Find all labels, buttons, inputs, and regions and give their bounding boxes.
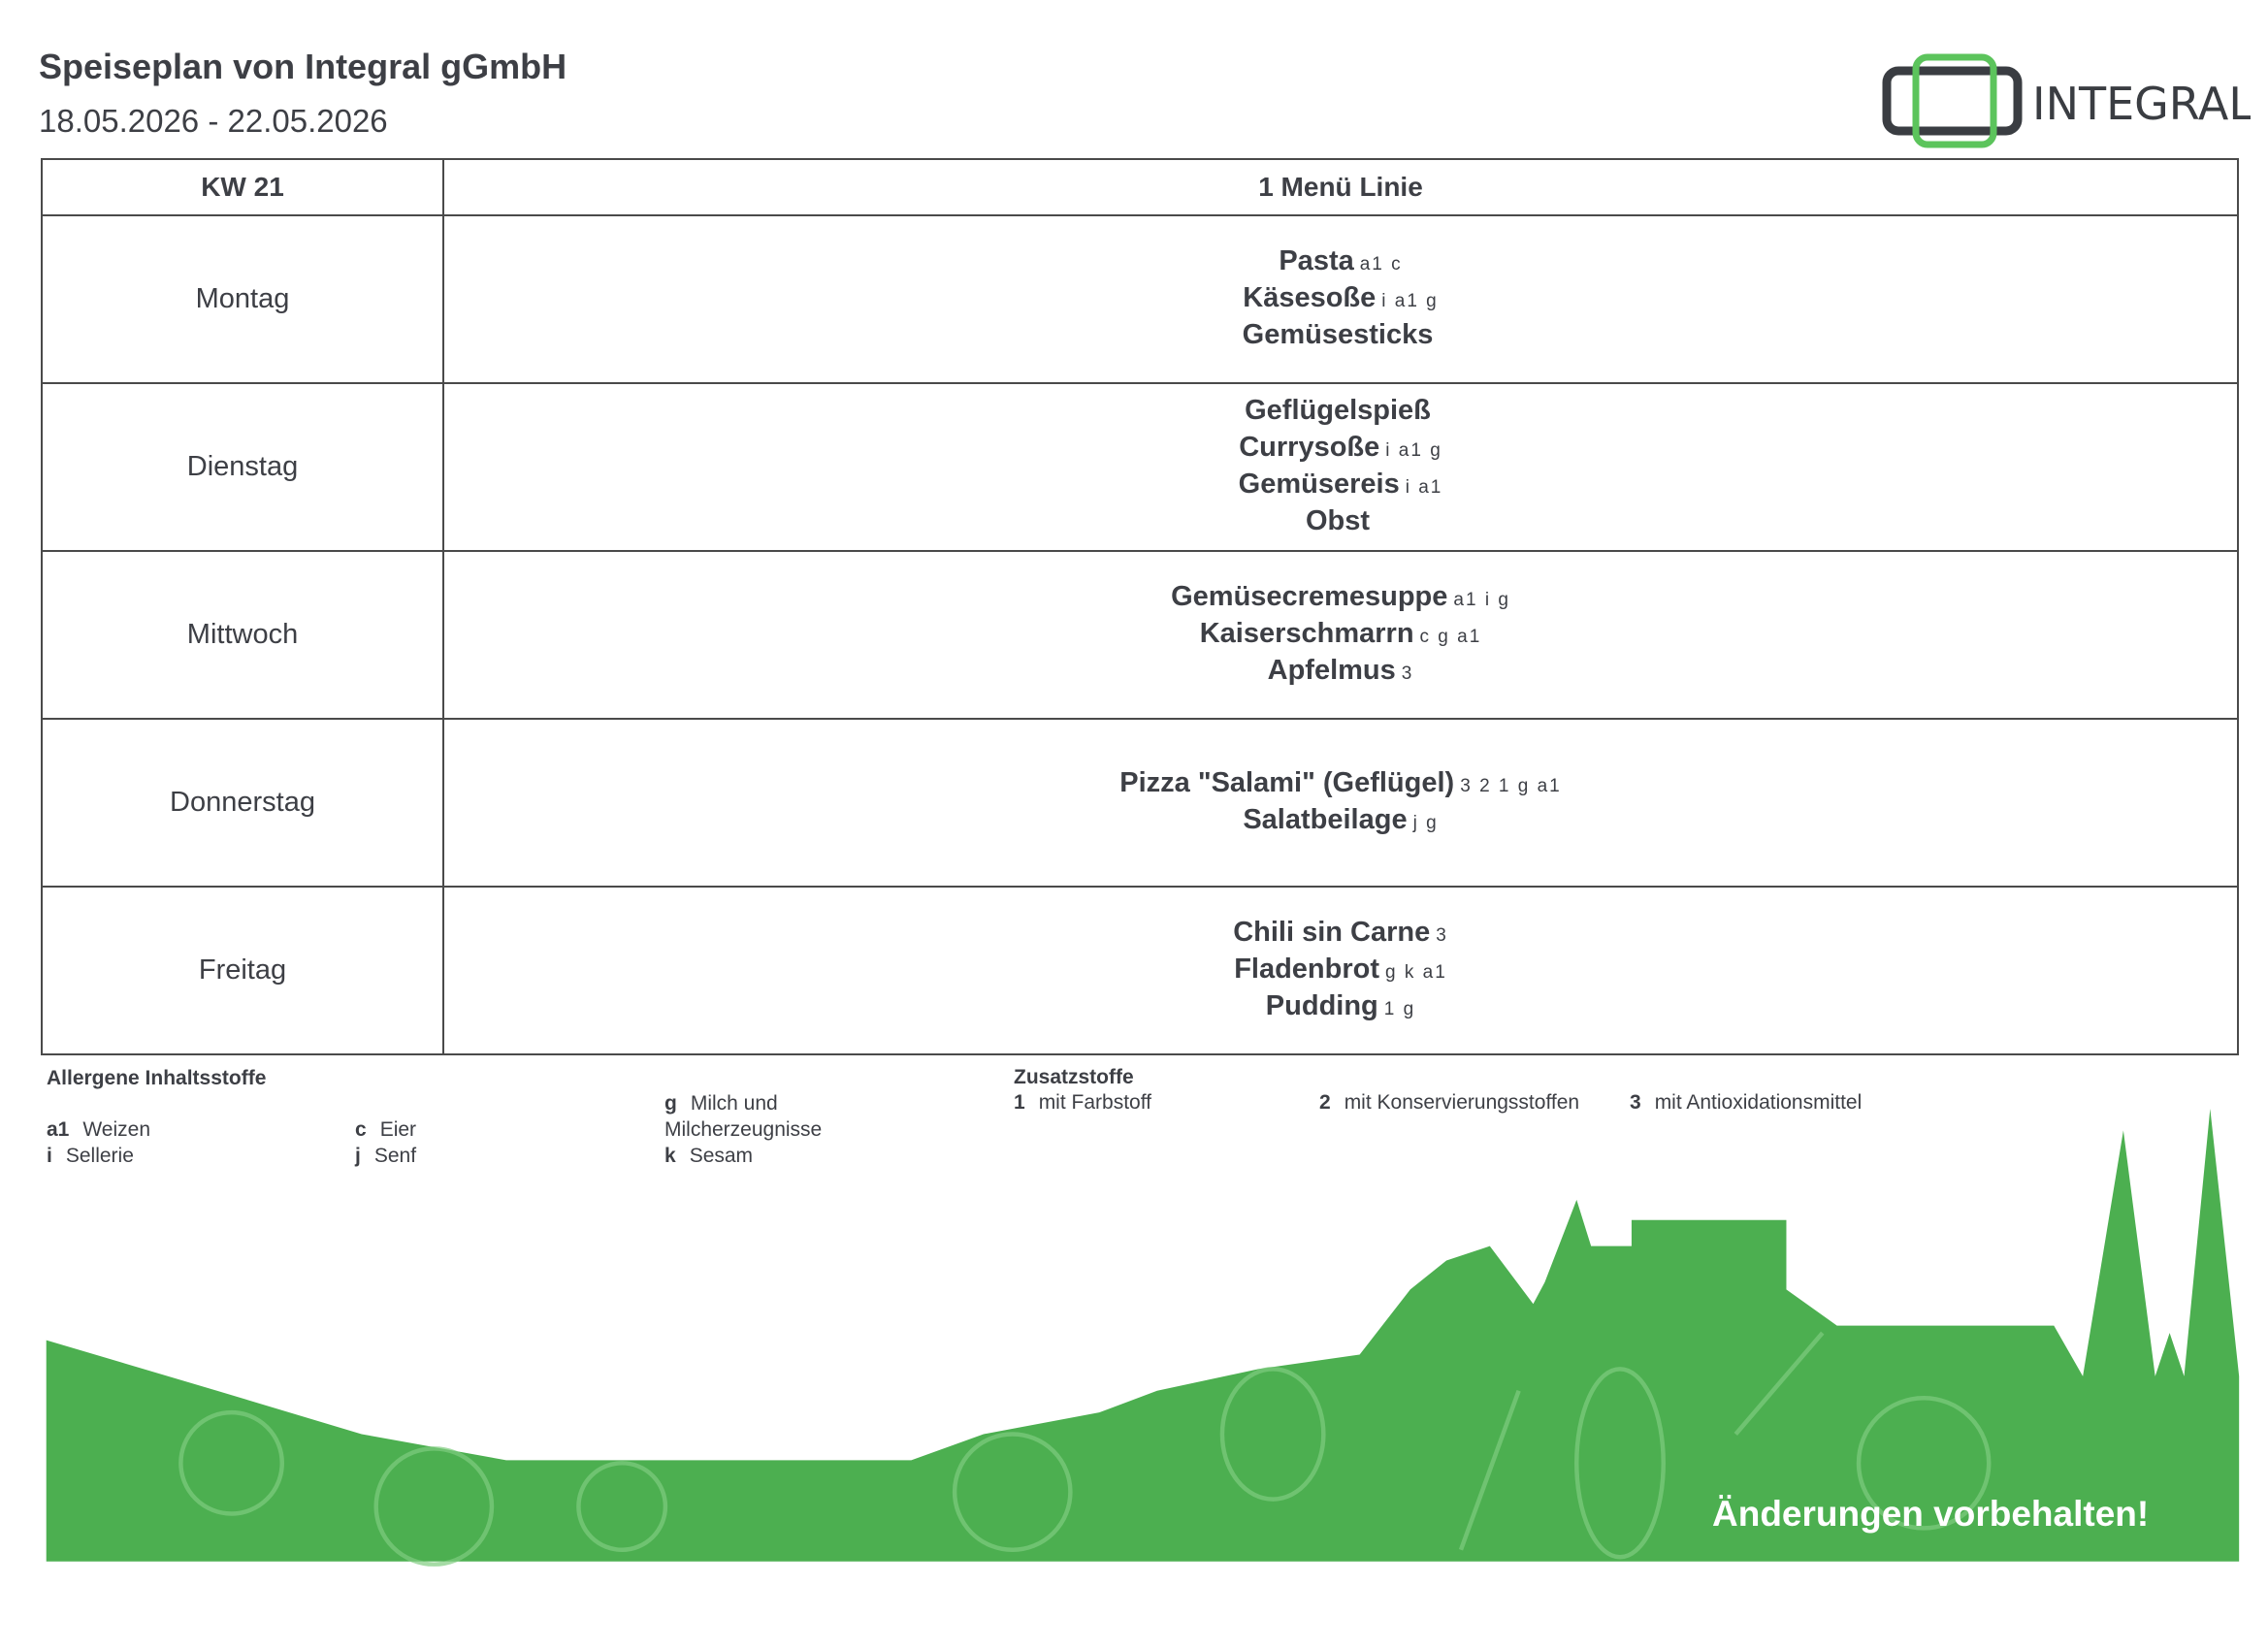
dish-name: Käsesoße [1243, 281, 1377, 313]
table-row: Donnerstag Pizza "Salami" (Geflügel) 3 2 1… [41, 718, 2239, 888]
dish-name: Obst [1305, 504, 1371, 536]
dishes-cell: Geflügelspieß Currysoße i a1 g Gemüsereis i … [442, 382, 2239, 552]
dish: Geflügelspieß [445, 394, 2236, 431]
dish: Käsesoße i a1 g [445, 281, 2236, 318]
dish-name: Fladenbrot [1234, 953, 1380, 985]
dish: Currysoße i a1 g [445, 431, 2236, 468]
table-row: Dienstag Geflügelspieß Currysoße i a1 g Gemü… [41, 382, 2239, 552]
dish-name: Gemüsereis [1238, 468, 1400, 500]
table-row: Mittwoch Gemüsecremesuppe a1 i g Kaiserschm… [41, 550, 2239, 720]
dish-name: Gemüsesticks [1242, 318, 1434, 350]
allergen-codes: a1 c [1359, 253, 1403, 275]
table-header-row: KW 21 1 Menü Linie [41, 158, 2239, 216]
allergen-j: j Senf [355, 1145, 417, 1167]
day-cell: Montag [41, 214, 444, 384]
allergen-codes: 3 [1401, 663, 1414, 684]
dish-name: Chili sin Carne [1233, 916, 1431, 948]
additive-2: 2 mit Konservierungsstoffen [1319, 1091, 1580, 1114]
allergen-codes: i a1 g [1381, 290, 1439, 311]
day-cell: Mittwoch [41, 550, 444, 720]
dishes-cell: Pasta a1 c Käsesoße i a1 g Gemüsesticks [442, 214, 2239, 384]
dish: Salatbeilage j g [445, 803, 2236, 840]
allergen-codes: c g a1 [1419, 626, 1482, 647]
allergen-codes: 3 2 1 g a1 [1460, 775, 1562, 796]
week-header: KW 21 [41, 158, 444, 216]
table-row: Freitag Chili sin Carne 3 Fladenbrot g k a1 P… [41, 886, 2239, 1055]
allergen-a1: a1 Weizen [47, 1118, 151, 1141]
menu-table: KW 21 1 Menü Linie Montag Pasta a1 c Käseso… [41, 158, 2239, 1055]
dish: Pasta a1 c [445, 244, 2236, 281]
page-title: Speiseplan von Integral gGmbH [39, 47, 567, 86]
allergen-codes: i a1 [1405, 476, 1443, 498]
dish: Gemüsecremesuppe a1 i g [445, 580, 2236, 617]
dish-name: Kaiserschmarrn [1199, 617, 1414, 649]
menu-line-header: 1 Menü Linie [442, 158, 2239, 216]
day-cell: Freitag [41, 886, 444, 1055]
dish: Pizza "Salami" (Geflügel) 3 2 1 g a1 [445, 766, 2236, 803]
allergen-codes: 1 g [1383, 998, 1416, 1019]
dish-name: Gemüsecremesuppe [1171, 580, 1448, 612]
additives-heading: Zusatzstoffe [1014, 1066, 1134, 1088]
allergen-c: c Eier [355, 1118, 417, 1141]
allergen-i: i Sellerie [47, 1145, 134, 1167]
additive-1: 1 mit Farbstoff [1014, 1091, 1151, 1114]
integral-logo: INTEGRAL [1882, 53, 2253, 150]
dish-name: Currysoße [1239, 431, 1380, 463]
dish-name: Apfelmus [1267, 654, 1396, 686]
dish: Kaiserschmarrn c g a1 [445, 617, 2236, 654]
dishes-cell: Gemüsecremesuppe a1 i g Kaiserschmarrn c g … [442, 550, 2239, 720]
date-range: 18.05.2026 - 22.05.2026 [39, 103, 388, 139]
dish: Pudding 1 g [445, 989, 2236, 1026]
day-cell: Dienstag [41, 382, 444, 552]
dish-name: Pasta [1279, 244, 1354, 276]
allergen-codes: j g [1412, 812, 1439, 833]
allergen-codes: g k a1 [1385, 961, 1447, 983]
allergen-codes: i a1 g [1385, 439, 1442, 461]
dish: Fladenbrot g k a1 [445, 953, 2236, 989]
allergens-heading: Allergene Inhaltsstoffe [47, 1067, 267, 1089]
landscape-silhouette [46, 1108, 2240, 1562]
dish: Obst [445, 504, 2236, 541]
dish-name: Pizza "Salami" (Geflügel) [1119, 766, 1455, 798]
changes-reserved-note: Änderungen vorbehalten! [1712, 1494, 2150, 1534]
allergen-codes: a1 i g [1453, 589, 1510, 610]
dish: Chili sin Carne 3 [445, 916, 2236, 953]
logo-text: INTEGRAL [2032, 78, 2251, 130]
dish: Gemüsesticks [445, 318, 2236, 355]
dish-name: Salatbeilage [1243, 803, 1408, 835]
allergen-codes: 3 [1436, 924, 1448, 946]
dishes-cell: Pizza "Salami" (Geflügel) 3 2 1 g a1 Salat… [442, 718, 2239, 888]
dishes-cell: Chili sin Carne 3 Fladenbrot g k a1 Pudding 1… [442, 886, 2239, 1055]
allergen-k: k Sesam [664, 1145, 754, 1167]
dish-name: Pudding [1265, 989, 1378, 1021]
dish-name: Geflügelspieß [1245, 394, 1431, 426]
dish: Apfelmus 3 [445, 654, 2236, 691]
day-cell: Donnerstag [41, 718, 444, 888]
additive-3: 3 mit Antioxidationsmittel [1630, 1091, 1863, 1114]
dish: Gemüsereis i a1 [445, 468, 2236, 504]
allergen-g: g Milch und Milcherzeugnisse [664, 1092, 823, 1141]
table-row: Montag Pasta a1 c Käsesoße i a1 g Gemüsestick… [41, 214, 2239, 384]
